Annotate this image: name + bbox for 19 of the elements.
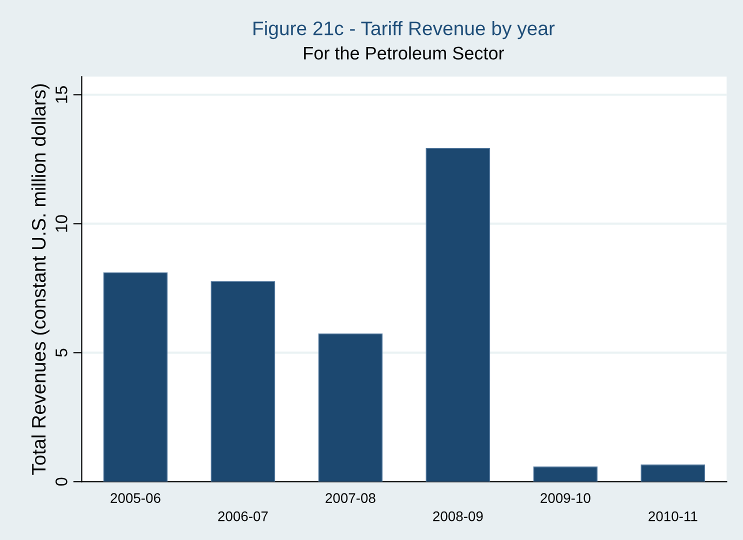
x-tick-label: 2009-10 [540,493,590,503]
chart-title: Figure 21c - Tariff Revenue by year [254,21,555,40]
y-tick-label: 0 [56,478,68,486]
y-axis-title: Total Revenues (constant U.S. million dollars) [31,84,50,475]
x-tick-label: 2006-07 [218,511,268,522]
x-tick-label: 2010-11 [648,511,698,522]
bar [640,464,706,482]
bar [318,333,383,482]
y-tick-label: 10 [56,215,68,232]
y-tick-label: 5 [56,348,68,357]
x-tick-label: 2005-06 [110,493,160,503]
chart-subtitle: For the Petroleum Sector [304,46,504,60]
x-tick-label: 2007-08 [326,493,376,503]
bar [103,272,168,482]
bar [533,466,598,482]
bar [426,148,490,482]
bar [210,281,276,482]
y-tick-label: 15 [56,86,68,103]
x-tick-label: 2008-09 [433,511,483,522]
